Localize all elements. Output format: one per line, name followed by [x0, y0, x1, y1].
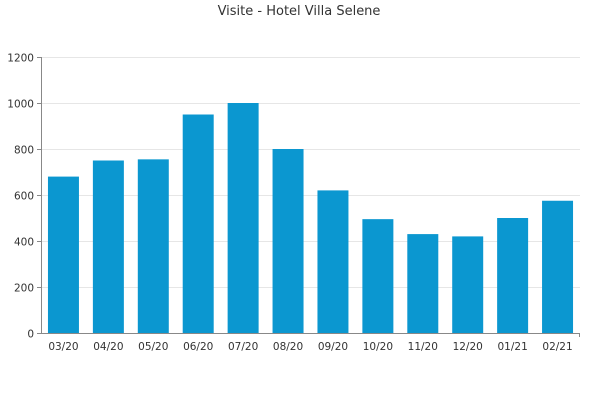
y-tick-label: 1200 [7, 53, 34, 65]
x-tick-label: 04/20 [93, 341, 123, 353]
bar-08-20 [272, 149, 304, 333]
x-tick-label: 08/20 [273, 341, 303, 353]
bar-06-20 [182, 114, 214, 333]
x-tick-label: 02/21 [542, 341, 572, 353]
bar-01-21 [497, 218, 529, 333]
y-axis-tick-labels: 0 200 400 600 800 1000 1200 [7, 53, 34, 341]
x-tick-label: 10/20 [363, 341, 393, 353]
chart-title: Visite - Hotel Villa Selene [218, 4, 381, 19]
x-tick-label: 12/20 [453, 341, 483, 353]
bar-03-20 [47, 176, 79, 333]
y-tick-label: 800 [14, 145, 34, 157]
x-tick-label: 05/20 [138, 341, 168, 353]
y-tick-label: 1000 [7, 99, 34, 111]
y-tick-label: 400 [14, 237, 34, 249]
x-tick-label: 11/20 [408, 341, 438, 353]
bars [47, 103, 574, 333]
bar-02-21 [542, 200, 574, 333]
x-tick-label: 01/21 [497, 341, 527, 353]
axes [37, 57, 580, 337]
x-axis-tick-labels: 03/20 04/20 05/20 06/20 07/20 08/20 09/20 10/20… [48, 341, 572, 353]
x-tick-label: 09/20 [318, 341, 348, 353]
bar-05-20 [137, 159, 169, 333]
bar-04-20 [92, 160, 124, 333]
y-tick-label: 200 [14, 283, 34, 295]
y-tick-label: 0 [27, 329, 34, 341]
bar-12-20 [452, 236, 484, 333]
x-tick-label: 03/20 [48, 341, 78, 353]
bar-11-20 [407, 234, 439, 333]
y-tick-label: 600 [14, 191, 34, 203]
bar-10-20 [362, 219, 394, 333]
gridlines [41, 57, 580, 288]
bar-07-20 [227, 103, 259, 333]
x-tick-label: 06/20 [183, 341, 213, 353]
bar-09-20 [317, 190, 349, 333]
x-tick-label: 07/20 [228, 341, 258, 353]
